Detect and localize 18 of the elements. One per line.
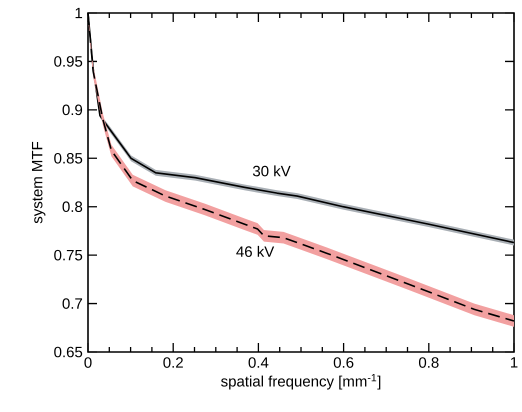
x-tick-label: 0: [84, 357, 92, 368]
y-tick-label: 0.95: [54, 56, 82, 67]
series-label: 46 kV: [236, 246, 274, 257]
y-tick-label: 0.65: [54, 346, 82, 358]
series-label: 30 kV: [252, 165, 291, 176]
y-tick-label: 0.75: [54, 250, 82, 260]
x-tick-label: 0.2: [163, 357, 183, 368]
x-tick-label: 0.4: [248, 357, 268, 368]
y-tick-label: 0.85: [54, 152, 82, 164]
x-tick-label: 1: [510, 357, 518, 368]
y-tick-label: 0.8: [62, 201, 82, 212]
y-tick-label: 0.7: [62, 298, 82, 309]
x-tick-label: 0.6: [334, 357, 354, 368]
x-tick-label: 0.8: [418, 357, 439, 368]
y-tick-label: 0.9: [62, 104, 82, 116]
y-tick-label: 1: [76, 8, 82, 18]
y-axis-title: system MTF: [32, 142, 46, 224]
x-axis-title: spatial frequency [mm$^{-1}$]: [221, 374, 380, 390]
